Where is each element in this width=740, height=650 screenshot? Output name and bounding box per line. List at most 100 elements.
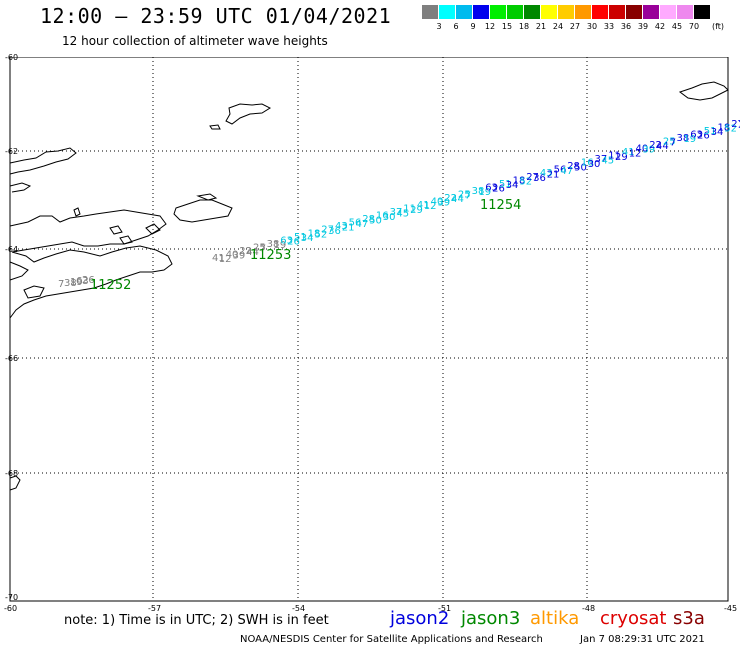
track-point: 41 bbox=[622, 147, 635, 158]
color-swatch bbox=[439, 5, 456, 19]
legend-jason3: jason3 bbox=[461, 608, 521, 629]
units-note: note: 1) Time is in UTC; 2) SWH is in fe… bbox=[64, 613, 329, 628]
track-point: 47 bbox=[356, 219, 369, 230]
track-point: 63 bbox=[690, 129, 703, 140]
color-swatch bbox=[490, 5, 507, 19]
color-scale-swatches bbox=[422, 5, 711, 19]
track-point: 26 bbox=[82, 275, 95, 286]
legend-jason2: jason2 bbox=[390, 608, 450, 629]
track-point: 12 bbox=[219, 254, 232, 265]
color-swatch bbox=[541, 5, 558, 19]
track-point: 27 bbox=[321, 225, 334, 236]
legend-cryosat: cryosat bbox=[600, 608, 667, 629]
track-point: 30 bbox=[383, 212, 396, 223]
track-point: 25 bbox=[458, 189, 471, 200]
track-point: 18 bbox=[718, 122, 731, 133]
graticule bbox=[10, 57, 728, 601]
track-point: 50 bbox=[369, 215, 382, 226]
track-point: 28 bbox=[362, 214, 375, 225]
color-scale-label: 36 bbox=[620, 22, 632, 31]
track-point: 41 bbox=[417, 200, 430, 211]
color-swatch bbox=[558, 5, 575, 19]
color-scale-legend: 3 6 9 12 15 18 21 24 27 30 33 36 39 42 45 70 bbox=[422, 5, 711, 33]
lon-label: -54 bbox=[292, 604, 306, 613]
color-scale-labels: 3 6 9 12 15 18 21 24 27 30 33 36 39 42 45 70 bbox=[422, 19, 711, 33]
color-swatch bbox=[473, 5, 490, 19]
color-scale-label: 9 bbox=[470, 22, 476, 31]
track-point: 7 bbox=[58, 279, 64, 290]
track-point: 36 bbox=[328, 226, 341, 237]
track-point: 38 bbox=[677, 133, 690, 144]
color-swatch bbox=[660, 5, 677, 19]
track-point: 34 bbox=[711, 127, 724, 138]
color-swatch bbox=[524, 5, 541, 19]
track-point: 7 bbox=[465, 191, 471, 202]
track-point: 56 bbox=[349, 218, 362, 229]
color-swatch bbox=[592, 5, 609, 19]
lat-label: -68 bbox=[5, 469, 19, 478]
track-point: 27 bbox=[526, 172, 539, 183]
track-point: 18 bbox=[308, 228, 321, 239]
generated-timestamp: Jan 7 08:29:31 UTC 2021 bbox=[580, 634, 705, 645]
track-point: 40 bbox=[431, 197, 444, 208]
track-point: 16 bbox=[581, 158, 594, 169]
color-scale-label: 27 bbox=[569, 22, 581, 31]
track-point: 22 bbox=[649, 140, 662, 151]
track-point: 38 bbox=[64, 278, 77, 289]
color-swatch bbox=[643, 5, 660, 19]
track-point: 30 bbox=[588, 159, 601, 170]
track-point: 45 bbox=[601, 155, 614, 166]
track-point: 27 bbox=[731, 119, 740, 130]
color-scale-label: 12 bbox=[484, 22, 496, 31]
track-point: 29 bbox=[615, 152, 628, 163]
track-point: 38 bbox=[267, 239, 280, 250]
track-point: 44 bbox=[656, 141, 669, 152]
color-scale-label: 33 bbox=[603, 22, 615, 31]
track-point: 51 bbox=[294, 232, 307, 243]
track-point: 19 bbox=[70, 277, 83, 288]
track-point: 37 bbox=[595, 154, 608, 165]
track-point: 34 bbox=[506, 180, 519, 191]
track-point: 11 bbox=[608, 151, 621, 162]
lat-label: -66 bbox=[5, 354, 19, 363]
track-point: 12 bbox=[424, 201, 437, 212]
color-swatch bbox=[677, 5, 694, 19]
track-point: 37 bbox=[390, 207, 403, 218]
lat-label: -70 bbox=[5, 593, 19, 602]
color-swatch bbox=[456, 5, 473, 19]
track-point: 12 bbox=[629, 148, 642, 159]
track-point: 21 bbox=[342, 222, 355, 233]
color-scale-unit: (ft) bbox=[712, 22, 725, 31]
color-swatch bbox=[609, 5, 626, 19]
track-point: 56 bbox=[554, 165, 567, 176]
cycle-label: 11252 bbox=[90, 278, 131, 293]
map-frame bbox=[9, 57, 729, 602]
color-scale-label: 42 bbox=[654, 22, 666, 31]
track-point: 63 bbox=[485, 182, 498, 193]
color-swatch bbox=[694, 5, 711, 19]
track-point: 52 bbox=[519, 177, 532, 188]
track-point: 41 bbox=[212, 253, 225, 264]
legend-s3a: s3a bbox=[673, 608, 705, 629]
track-point: 25 bbox=[253, 242, 266, 253]
color-swatch bbox=[575, 5, 592, 19]
track-point: 44 bbox=[451, 194, 464, 205]
color-scale-label: 21 bbox=[535, 22, 547, 31]
track-point: 39 bbox=[437, 198, 450, 209]
track-point: 26 bbox=[697, 131, 710, 142]
lon-label: -48 bbox=[582, 604, 596, 613]
track-point: 50 bbox=[574, 162, 587, 173]
track-point: 40 bbox=[226, 250, 239, 261]
track-point: 39 bbox=[642, 145, 655, 156]
track-point: 28 bbox=[567, 161, 580, 172]
lon-label: -60 bbox=[4, 604, 18, 613]
track-point: 21 bbox=[547, 170, 560, 181]
track-point: 47 bbox=[560, 166, 573, 177]
color-scale-label: 15 bbox=[501, 22, 513, 31]
track-point: 19 bbox=[274, 240, 287, 251]
track-point: 19 bbox=[478, 187, 491, 198]
lon-label: -45 bbox=[724, 604, 738, 613]
chart-title: 12:00 – 23:59 UTC 01/04/2021 bbox=[40, 4, 392, 28]
track-point: 18 bbox=[513, 175, 526, 186]
